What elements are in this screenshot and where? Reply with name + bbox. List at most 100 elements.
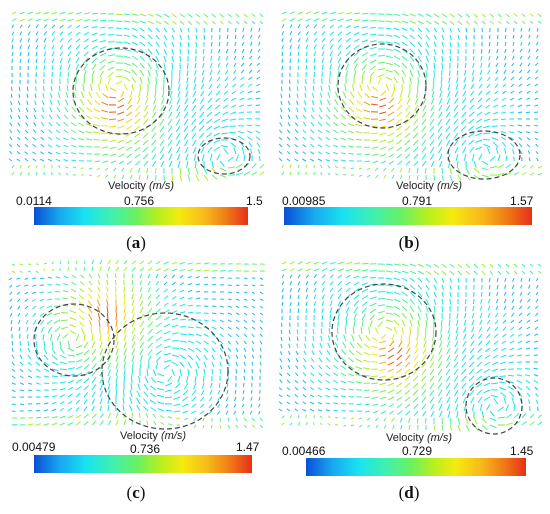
velocity-vector — [421, 139, 427, 146]
velocity-vector — [286, 158, 291, 162]
velocity-vector — [513, 270, 518, 275]
velocity-vector — [302, 401, 307, 405]
velocity-vector — [147, 280, 151, 286]
velocity-vector — [249, 148, 253, 155]
velocity-vector — [361, 320, 364, 328]
velocity-vector — [509, 347, 515, 351]
velocity-vector — [51, 368, 59, 372]
velocity-vector — [353, 63, 358, 71]
velocity-vector — [227, 156, 234, 162]
velocity-vector — [33, 122, 37, 127]
velocity-vector — [131, 273, 134, 279]
velocity-vector — [417, 291, 423, 298]
scale-min-a: 0.0114 — [16, 194, 52, 208]
velocity-vector — [99, 52, 107, 57]
velocity-vector — [412, 132, 419, 139]
velocity-vector — [157, 408, 165, 412]
velocity-vector — [257, 48, 261, 53]
velocity-vector — [401, 76, 405, 84]
velocity-vector — [499, 381, 507, 384]
velocity-vector — [328, 328, 331, 335]
velocity-vector — [16, 151, 21, 155]
velocity-vector — [393, 69, 400, 76]
velocity-vector — [251, 305, 256, 309]
velocity-vector — [371, 382, 379, 385]
velocity-vector — [487, 69, 491, 75]
velocity-vector — [398, 340, 403, 348]
velocity-vector — [305, 287, 309, 293]
velocity-vector — [329, 281, 334, 286]
velocity-vector — [393, 326, 398, 334]
velocity-vector — [159, 415, 165, 419]
velocity-vector — [86, 107, 93, 113]
velocity-vector — [449, 69, 451, 76]
velocity-vector — [422, 347, 427, 355]
velocity-vector — [401, 305, 408, 312]
velocity-vector — [99, 405, 103, 412]
velocity-vector — [344, 327, 347, 335]
velocity-vector — [195, 283, 201, 286]
velocity-vector — [385, 55, 393, 59]
velocity-vector — [353, 44, 360, 50]
velocity-vector — [78, 130, 85, 134]
velocity-vector — [179, 48, 182, 55]
velocity-vector — [147, 287, 152, 293]
velocity-vector — [337, 274, 343, 279]
velocity-vector — [193, 382, 197, 390]
velocity-vector — [256, 62, 261, 66]
velocity-vector — [393, 284, 401, 288]
velocity-vector — [345, 18, 353, 22]
velocity-vector — [363, 101, 371, 106]
velocity-vector — [199, 410, 205, 415]
velocity-vector — [288, 93, 291, 99]
velocity-vector — [505, 263, 510, 268]
velocity-vector — [409, 76, 412, 84]
velocity-vector — [209, 389, 213, 395]
velocity-vector — [325, 387, 331, 391]
velocity-vector — [167, 125, 173, 133]
velocity-vector — [228, 131, 237, 134]
velocity-vector — [513, 412, 520, 419]
velocity-vector — [194, 375, 197, 383]
velocity-vector — [59, 71, 62, 78]
velocity-vector — [10, 326, 13, 332]
velocity-vector — [146, 420, 149, 426]
velocity-vector — [243, 291, 248, 294]
velocity-vector — [412, 125, 419, 132]
velocity-vector — [329, 314, 332, 321]
velocity-vector — [500, 118, 507, 121]
velocity-vector — [80, 281, 85, 286]
velocity-vector — [32, 284, 37, 287]
velocity-vector — [207, 90, 213, 97]
velocity-vector — [313, 64, 316, 71]
velocity-vector — [123, 69, 131, 74]
velocity-vector — [35, 423, 42, 426]
velocity-vector — [48, 129, 53, 134]
velocity-vector — [305, 11, 312, 15]
velocity-vector — [433, 424, 436, 431]
velocity-vector — [27, 270, 31, 273]
velocity-vector — [372, 153, 379, 157]
velocity-vector — [243, 312, 248, 316]
velocity-vector — [221, 125, 229, 129]
velocity-vector — [313, 24, 318, 29]
velocity-vector — [289, 280, 293, 286]
velocity-vector — [313, 261, 320, 265]
velocity-vector — [49, 107, 53, 113]
velocity-vector — [51, 375, 58, 378]
velocity-vector — [243, 424, 247, 429]
panel-b: Velocity (m/s) 0.00985 0.791 1.57 — [278, 8, 542, 228]
velocity-vector — [345, 319, 348, 328]
velocity-vector — [521, 20, 526, 25]
velocity-vector — [43, 402, 49, 405]
velocity-vector — [348, 388, 355, 391]
velocity-vector — [505, 20, 510, 25]
velocity-vector — [243, 298, 248, 301]
velocity-vector — [525, 354, 531, 357]
velocity-vector — [393, 270, 401, 274]
velocity-vector — [281, 415, 285, 419]
velocity-vector — [185, 90, 189, 98]
velocity-vector — [48, 136, 53, 141]
velocity-vector — [348, 145, 355, 148]
velocity-vector — [363, 351, 371, 356]
